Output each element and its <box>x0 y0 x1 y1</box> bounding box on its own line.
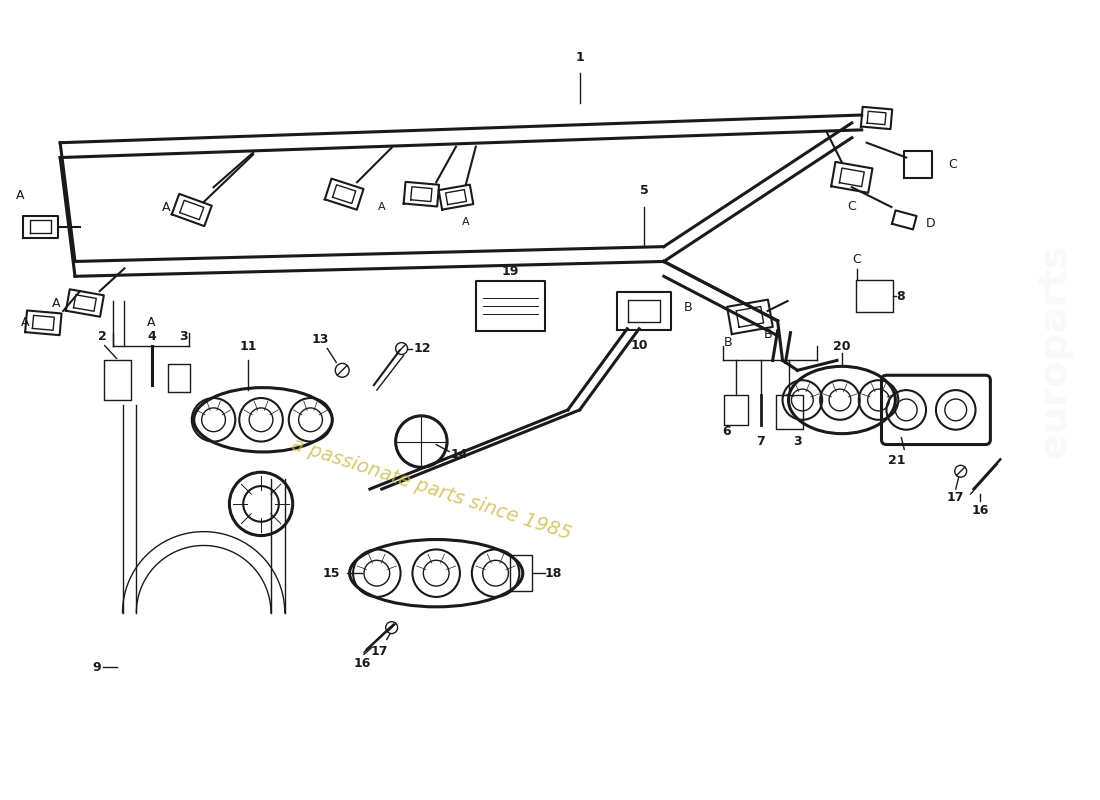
Text: A: A <box>52 297 60 310</box>
Text: 14: 14 <box>451 448 469 461</box>
Text: 1: 1 <box>575 50 584 63</box>
Text: C: C <box>852 254 861 266</box>
Text: B: B <box>684 302 693 314</box>
Text: a passionate parts since 1985: a passionate parts since 1985 <box>289 434 573 543</box>
Text: 13: 13 <box>311 333 329 346</box>
Text: 17: 17 <box>947 491 965 504</box>
Text: A: A <box>162 201 170 214</box>
Text: B: B <box>724 336 733 349</box>
Text: 10: 10 <box>630 338 648 352</box>
Text: 18: 18 <box>546 566 562 580</box>
Text: 5: 5 <box>639 184 648 197</box>
Text: A: A <box>21 316 29 330</box>
Text: D: D <box>926 218 936 230</box>
Text: B: B <box>763 328 772 341</box>
Text: 2: 2 <box>98 330 107 342</box>
Text: 11: 11 <box>240 339 257 353</box>
Text: 3: 3 <box>179 330 188 342</box>
Bar <box>510 555 532 591</box>
Text: A: A <box>378 202 386 212</box>
Text: europarts: europarts <box>1036 243 1074 458</box>
Text: A: A <box>16 189 25 202</box>
Text: 12: 12 <box>414 342 431 355</box>
Text: 17: 17 <box>371 646 388 658</box>
Text: C: C <box>948 158 957 171</box>
Text: 21: 21 <box>888 454 905 467</box>
Text: 3: 3 <box>793 434 802 448</box>
Text: 8: 8 <box>896 290 905 302</box>
Text: 9: 9 <box>92 661 101 674</box>
Text: 4: 4 <box>147 330 156 342</box>
Text: 19: 19 <box>502 266 519 278</box>
Text: 16: 16 <box>353 658 371 670</box>
Text: 6: 6 <box>722 425 730 438</box>
Text: A: A <box>147 316 155 329</box>
Text: 20: 20 <box>833 339 850 353</box>
Text: C: C <box>847 200 856 213</box>
Text: A: A <box>462 217 470 227</box>
Text: 7: 7 <box>757 434 766 448</box>
Text: 15: 15 <box>322 566 340 580</box>
Text: 16: 16 <box>971 504 989 517</box>
